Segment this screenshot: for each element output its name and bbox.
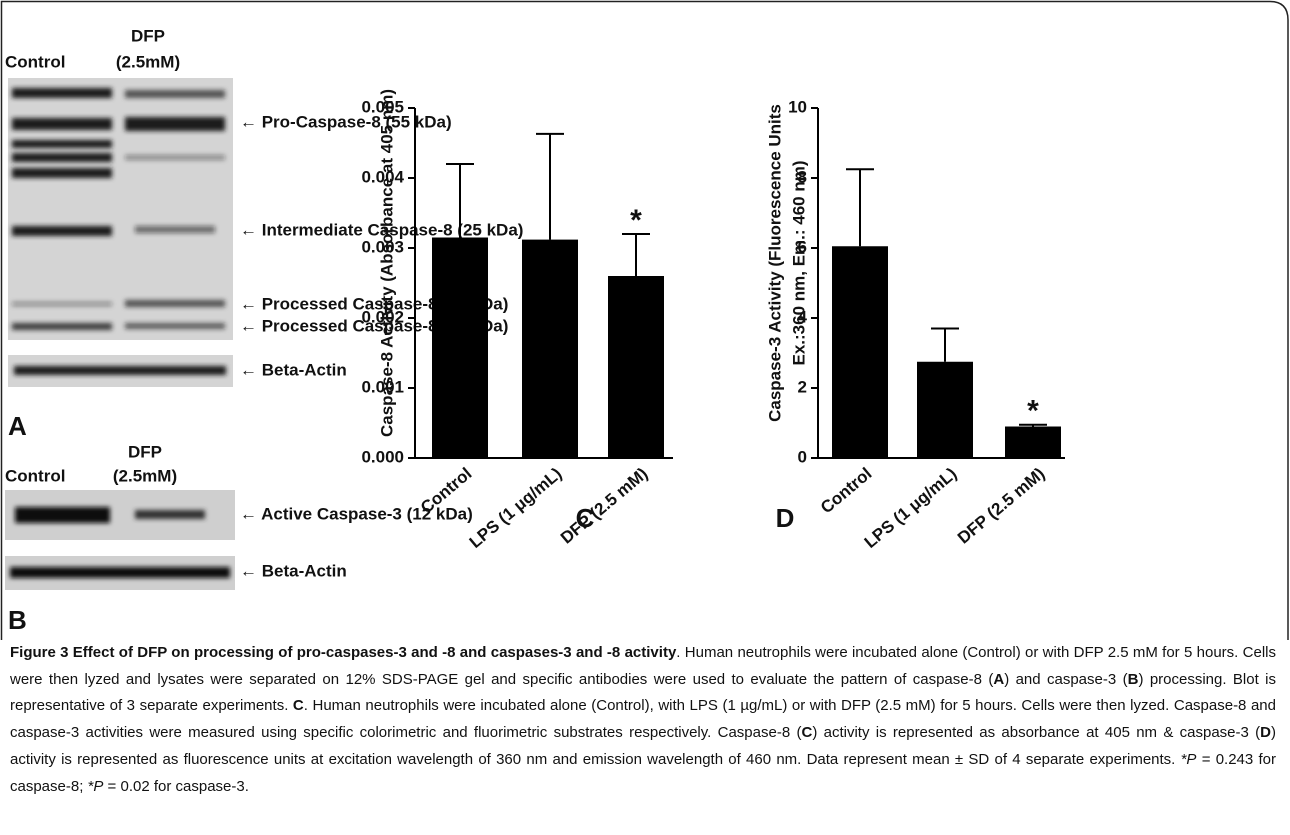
error-bar (622, 234, 650, 276)
bar (432, 238, 488, 459)
annotation: * (630, 204, 642, 237)
caption-ref: B (1128, 671, 1139, 688)
error-bar (846, 169, 874, 246)
panel-letter: A (8, 411, 27, 441)
error-bar (536, 134, 564, 240)
panel-letter: D (776, 503, 795, 533)
x-tick-label: DFP (2.5 mM) (954, 464, 1048, 548)
y-tick-label: 10 (788, 97, 807, 116)
x-tick-label: LPS (1 μg/mL) (861, 464, 961, 552)
caption-ref: A (993, 671, 1004, 688)
bar (608, 276, 664, 458)
band-label: ← Beta-Actin (240, 561, 347, 580)
caption-text: ) and caspase-3 ( (1004, 671, 1127, 688)
caption-ref: C (293, 697, 304, 714)
lane-label: (2.5mM) (116, 52, 180, 71)
lane-label: DFP (128, 442, 162, 461)
bar (522, 240, 578, 458)
error-bar (931, 329, 959, 362)
page: {"panel_a": {"lane_labels": ["Control", … (0, 0, 1290, 835)
panel-letter: C (576, 503, 595, 533)
x-tick-label: DFP (2.5 mM) (557, 464, 651, 548)
figure: Control DFP (2.5mM) ← Pro-Caspase-8 (55 … (0, 0, 1290, 640)
panel-letter: B (8, 605, 27, 635)
annotation: * (1027, 395, 1039, 428)
y-axis-label: Caspase-8 Activity (Absorbance at 405 nm… (377, 89, 396, 437)
caption-text: ) activity is represented as absorbance … (812, 724, 1260, 741)
x-tick-label: LPS (1 μg/mL) (466, 464, 566, 552)
bar (1005, 427, 1061, 459)
caption-ref: D (1260, 724, 1271, 741)
y-axis-label: Caspase-3 Activity (Fluorescence Units (765, 104, 784, 422)
lane-label: (2.5mM) (113, 466, 177, 485)
blot-b (5, 490, 235, 590)
lane-label: Control (5, 466, 65, 485)
lane-label: Control (5, 52, 65, 71)
y-tick-label: 0.000 (361, 447, 404, 466)
lane-label: DFP (131, 26, 165, 45)
caption: Figure 3 Effect of DFP on processing of … (10, 640, 1276, 800)
band-label: ← Pro-Caspase-8 (55 kDa) (240, 112, 452, 131)
y-axis-label: Ex.:360 nm, Em.: 460 nm) (789, 160, 808, 365)
caption-stat: *P (1181, 751, 1197, 768)
y-tick-label: 0 (798, 447, 807, 466)
caption-text: = 0.02 for caspase-3. (103, 778, 249, 795)
blot-a (8, 78, 233, 387)
bar (917, 362, 973, 458)
caption-title: Figure 3 Effect of DFP on processing of … (10, 644, 676, 661)
caption-ref: C (801, 724, 812, 741)
y-tick-label: 2 (798, 377, 807, 396)
bar (832, 246, 888, 458)
x-tick-label: Control (817, 464, 876, 517)
band-label: ← Beta-Actin (240, 360, 347, 379)
caption-stat: *P (88, 778, 104, 795)
